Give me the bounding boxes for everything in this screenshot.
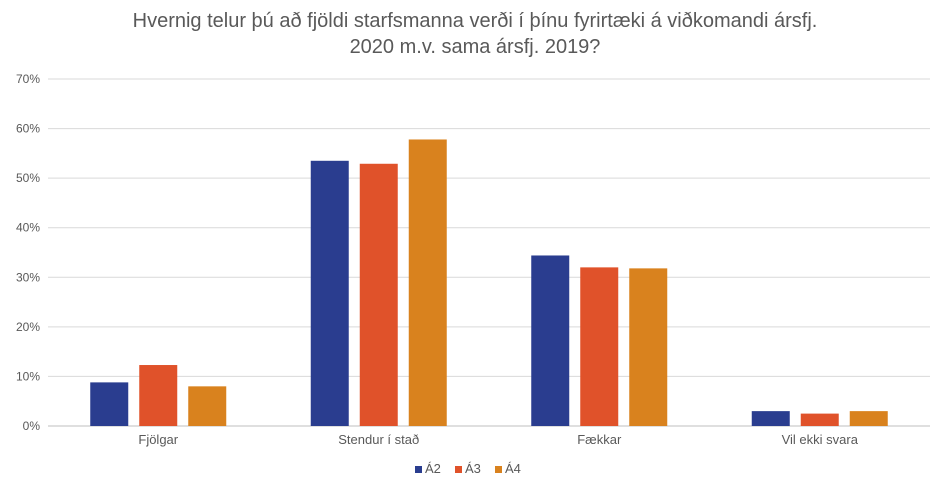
bar-Á3-0 — [139, 365, 178, 426]
y-tick-label: 50% — [16, 171, 40, 185]
y-tick-label: 30% — [16, 270, 40, 284]
y-tick-label: 10% — [16, 369, 40, 383]
y-tick-label: 60% — [16, 122, 40, 136]
bar-Á2-1 — [310, 160, 349, 427]
x-category-label: Fjölgar — [138, 432, 178, 447]
legend-label: Á4 — [505, 461, 521, 476]
x-category-label: Stendur í stað — [338, 432, 419, 447]
x-category-label: Fækkar — [577, 432, 622, 447]
bar-Á3-3 — [800, 413, 839, 426]
y-tick-label: 0% — [23, 419, 41, 433]
bar-Á2-3 — [751, 411, 790, 426]
bar-Á4-0 — [188, 386, 227, 426]
chart-title-line-1: Hvernig telur þú að fjöldi starfsmanna v… — [132, 10, 818, 32]
bar-Á4-2 — [629, 268, 668, 426]
y-tick-label: 20% — [16, 320, 40, 334]
bar-Á4-3 — [849, 411, 888, 426]
chart-title: Hvernig telur þú að fjöldi starfsmanna v… — [0, 8, 950, 60]
legend-swatch — [455, 466, 462, 473]
legend-label: Á3 — [465, 461, 481, 476]
legend-swatch — [495, 466, 502, 473]
bar-Á4-1 — [408, 139, 447, 426]
x-category-label: Vil ekki svara — [782, 432, 859, 447]
y-tick-label: 40% — [16, 221, 40, 235]
legend-label: Á2 — [425, 461, 441, 476]
y-tick-label: 70% — [16, 72, 40, 86]
bar-Á3-1 — [359, 163, 398, 426]
chart-title-line-2: 2020 m.v. sama ársfj. 2019? — [349, 36, 601, 58]
legend-swatch — [415, 466, 422, 473]
bar-Á2-0 — [90, 382, 129, 426]
bar-Á2-2 — [531, 255, 570, 426]
bar-Á3-2 — [580, 267, 619, 426]
